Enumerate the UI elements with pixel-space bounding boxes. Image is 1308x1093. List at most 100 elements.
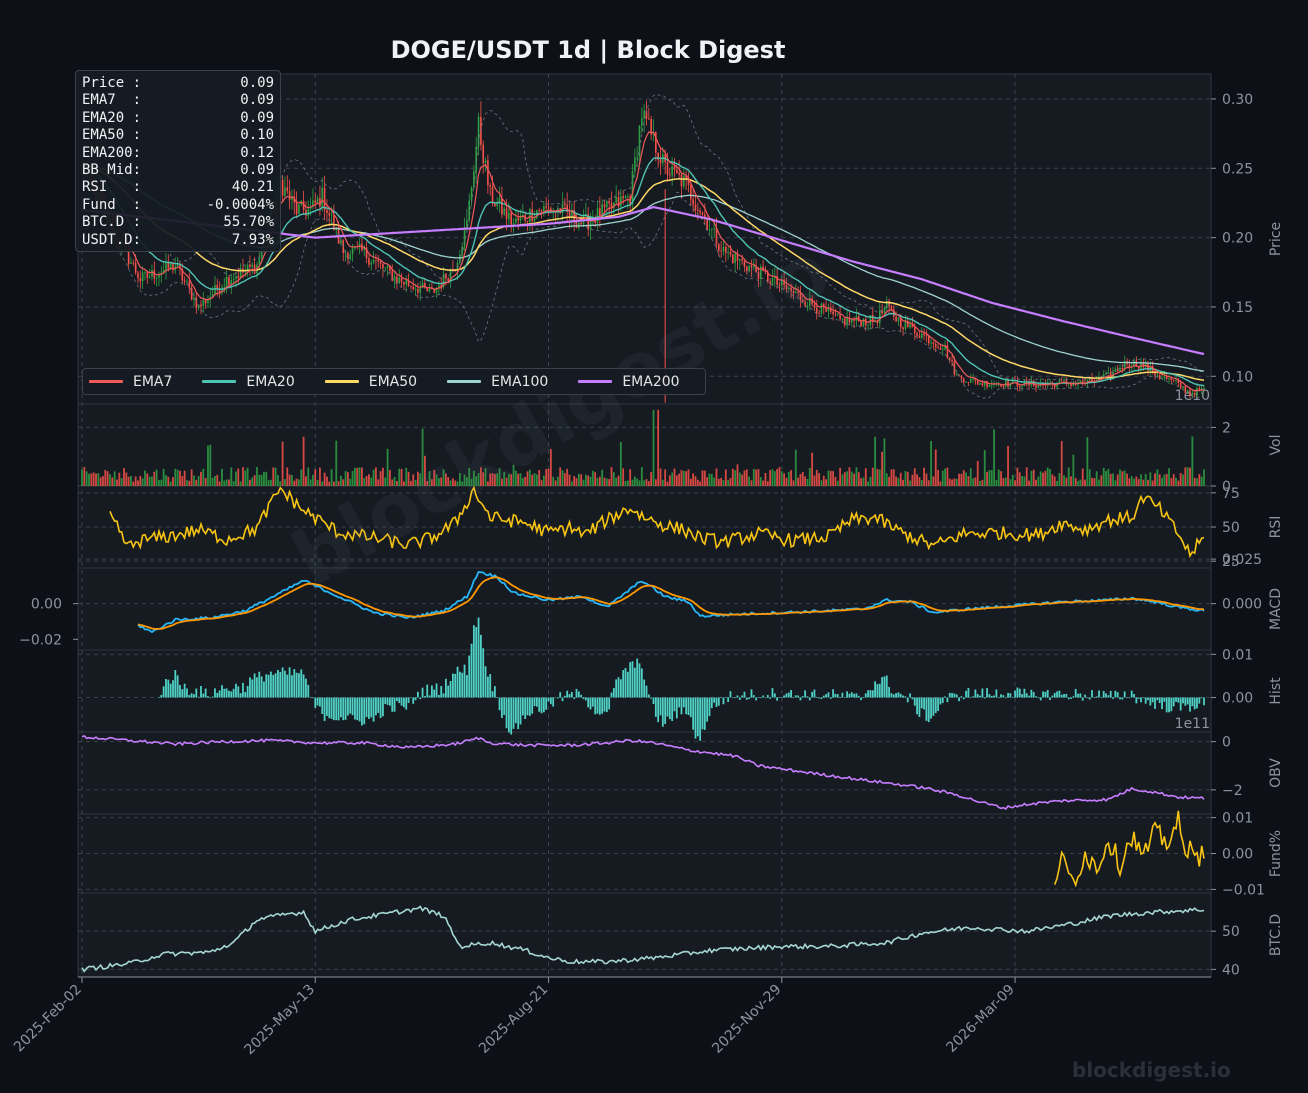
volume-bar [713, 477, 716, 486]
volume-bar [654, 479, 657, 486]
candle-body [305, 210, 307, 216]
candle-body [641, 117, 643, 126]
volume-bar [337, 481, 340, 486]
hist-bar [1161, 697, 1163, 710]
volume-bar [1133, 478, 1135, 486]
volume-bar [1147, 479, 1149, 486]
volume-bar [1028, 480, 1030, 486]
candle-body [1133, 360, 1135, 367]
volume-bar [871, 467, 874, 486]
hist-bar [1179, 697, 1182, 711]
volume-bar [911, 474, 914, 486]
candle-body [531, 209, 533, 222]
volume-bar [1079, 479, 1082, 486]
candle-body [438, 285, 440, 288]
hist-bar [584, 697, 587, 701]
volume-bar [95, 473, 97, 486]
hist-bar [1137, 697, 1140, 699]
hist-bar [1191, 697, 1194, 707]
candle-body [291, 196, 293, 200]
candle-body [794, 291, 797, 294]
volume-bar [81, 469, 83, 486]
volume-bar [1142, 479, 1145, 486]
hist-bar [277, 669, 279, 698]
candle-body [172, 263, 174, 271]
volume-bar [986, 471, 988, 486]
hist-bar [454, 673, 457, 698]
hist-bar [1140, 697, 1142, 703]
info-label: Fund : [82, 196, 142, 213]
hist-bar [545, 697, 548, 710]
candle-body [1135, 360, 1138, 367]
volume-bar [109, 474, 111, 486]
hist-bar [1044, 691, 1047, 698]
candle-body [1079, 380, 1082, 384]
volume-bar [671, 472, 674, 486]
hist-bar [1088, 697, 1091, 700]
candle-body [130, 262, 132, 264]
hist-bar [1142, 697, 1145, 699]
volume-bar [244, 470, 247, 486]
volume-bar [526, 471, 529, 486]
candle-body [417, 288, 419, 293]
volume-bar [834, 476, 837, 486]
volume-bar [417, 471, 419, 486]
candle-body [216, 284, 219, 290]
candle-body [1088, 378, 1091, 380]
candle-body [734, 253, 736, 263]
candle-body [433, 289, 436, 293]
candle-body [624, 196, 627, 199]
volume-bar [708, 473, 711, 486]
hist-bar [260, 676, 263, 698]
volume-bar [1049, 468, 1051, 486]
hist-bar [783, 695, 786, 698]
hist-bar [829, 697, 832, 699]
volume-bar [876, 468, 879, 486]
volume-bar [848, 467, 851, 486]
hist-bar [200, 685, 202, 698]
volume-bar [1144, 474, 1147, 486]
volume-bar [1014, 480, 1016, 486]
hist-bar [610, 692, 613, 698]
volume-bar [314, 469, 317, 486]
candle-body [993, 384, 995, 385]
volume-bar [1070, 476, 1072, 486]
hist-bar [619, 679, 622, 698]
volume-bar [221, 468, 223, 486]
candle-body [797, 291, 799, 293]
volume-bar [958, 473, 960, 486]
candle-body [461, 246, 464, 255]
hist-bar [1007, 692, 1009, 698]
volume-bar [1172, 474, 1175, 486]
candle-body [1198, 388, 1201, 391]
candle-body [1009, 383, 1012, 387]
volume-bar [554, 480, 557, 486]
hist-bar [475, 627, 478, 698]
hist-bar [279, 671, 282, 698]
legend-item: EMA20 [202, 374, 295, 390]
candle-body [715, 228, 718, 245]
panel-btcd [77, 892, 1212, 978]
candle-body [1184, 386, 1187, 393]
hist-bar [591, 697, 594, 707]
candle-body [501, 198, 503, 215]
volume-bar [130, 476, 132, 486]
volume-bar [326, 476, 328, 486]
volume-bar [228, 479, 230, 486]
candle-body [139, 278, 142, 282]
candle-body [573, 209, 575, 223]
hist-bar [876, 684, 879, 698]
volume-bar [1149, 472, 1152, 486]
volume-bar [1060, 441, 1063, 486]
candle-body [207, 299, 209, 304]
volume-bar [990, 470, 993, 486]
candle-body [186, 281, 188, 283]
hist-bar [1189, 697, 1191, 712]
hist-bar [1175, 697, 1177, 702]
volume-bar [997, 469, 1000, 486]
hist-bar [953, 693, 956, 698]
volume-bar [888, 476, 890, 486]
volume-bar [528, 469, 531, 486]
volume-bar [787, 471, 790, 486]
volume-bar [1072, 454, 1075, 486]
